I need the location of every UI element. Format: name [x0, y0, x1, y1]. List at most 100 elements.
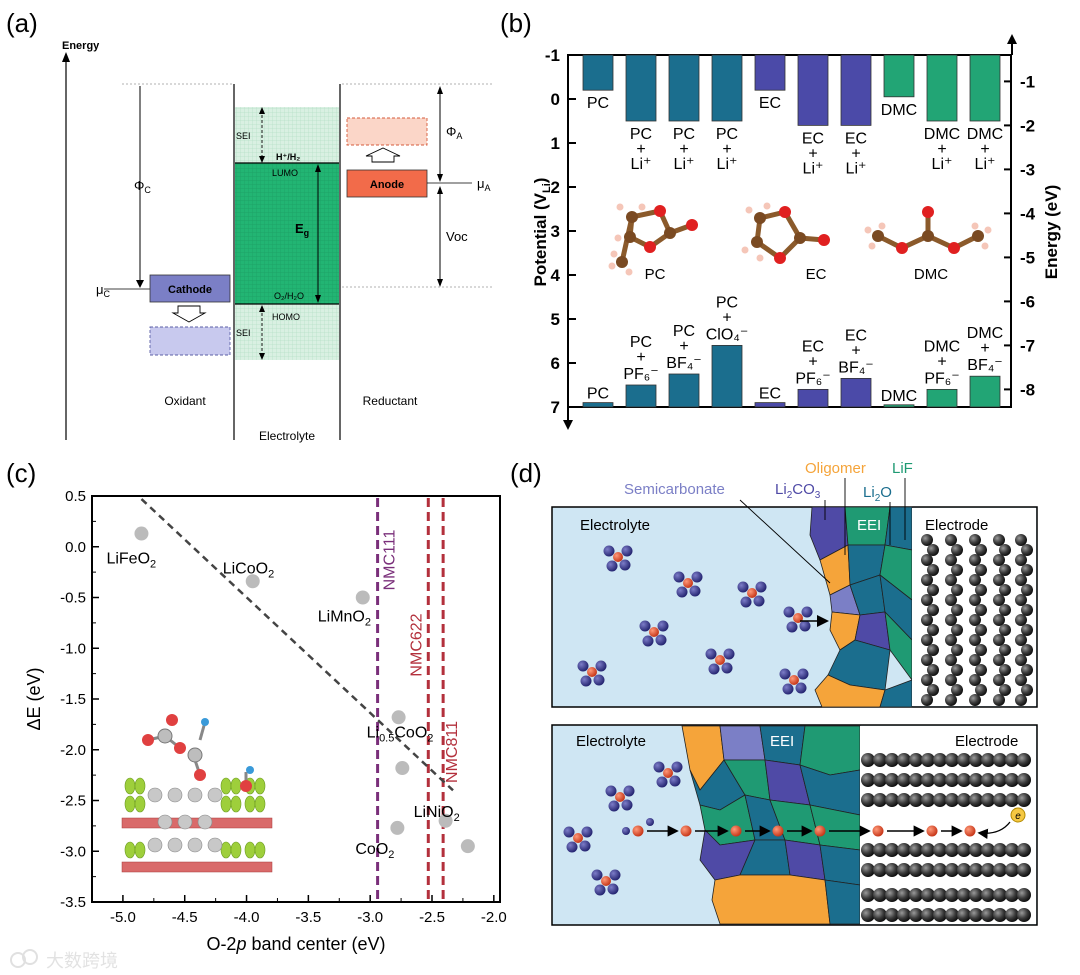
- bottom-bar-plus: +: [980, 340, 989, 357]
- top-bar-ion: Li⁺: [975, 156, 996, 173]
- c-x-tick-label: -4.5: [172, 909, 198, 926]
- eg-arrowhead-bottom: [315, 295, 321, 303]
- panel-d: (d) Electrolyte: [510, 458, 1038, 926]
- top-bar-plus: +: [808, 145, 817, 162]
- solvent-molecule: [801, 606, 813, 618]
- solvent-molecule: [621, 545, 633, 557]
- bottom-schematic: e Electrolyte EEI Electrode: [551, 724, 1038, 926]
- electrolyte-window: [235, 163, 339, 304]
- electrode-atom: [1015, 534, 1027, 546]
- electrode-atom: [933, 753, 947, 767]
- li-ion: [926, 825, 938, 837]
- top-bar-plus: +: [636, 141, 645, 158]
- electrode-atom: [909, 753, 923, 767]
- solvent-molecule: [642, 635, 654, 647]
- electrode-atom: [927, 664, 939, 676]
- eg-label: Eg: [295, 221, 309, 238]
- right-tick-label: -7: [1020, 336, 1035, 355]
- ec-molecule: [741, 202, 830, 264]
- right-tick-label: -6: [1020, 292, 1035, 311]
- electrode-atom: [1005, 793, 1019, 807]
- solvent-molecule: [579, 840, 591, 852]
- electrode-atom: [975, 684, 987, 696]
- cathode-box: [149, 274, 231, 303]
- electrode-atom: [897, 863, 911, 877]
- electrode-atom: [885, 753, 899, 767]
- bottom-bar-plus: +: [679, 338, 688, 355]
- h-h2-label: H⁺/H₂: [276, 152, 300, 162]
- c-y-tick-label: -2.0: [60, 742, 86, 759]
- solvent-molecule: [740, 596, 752, 608]
- solvent-molecule: [653, 761, 665, 773]
- electrode-atom: [885, 888, 899, 902]
- electrode-atom: [921, 534, 933, 546]
- electrode-atom: [933, 793, 947, 807]
- solvent-molecule: [607, 883, 619, 895]
- electrode-atom: [921, 614, 933, 626]
- scatter-point-label: LiNiO2: [414, 804, 460, 824]
- electrode-atom: [921, 554, 933, 566]
- electrode-atom: [933, 843, 947, 857]
- left-tick-label: 7: [551, 398, 560, 417]
- solvent-molecule: [691, 571, 703, 583]
- left-tick-label: 0: [551, 90, 560, 109]
- panel-c: (c): [6, 458, 507, 954]
- top-bar: [969, 54, 1001, 122]
- li-ion: [587, 667, 597, 677]
- bottom-bar: [754, 402, 786, 408]
- electrode-atom: [993, 773, 1007, 787]
- electrode-atom: [909, 908, 923, 922]
- top-bar: [797, 54, 829, 126]
- bottom-bar: [969, 375, 1001, 408]
- electrode-atom: [969, 793, 983, 807]
- sei-upper-arrowhead-bottom: [259, 156, 265, 163]
- electrode-atom: [945, 753, 959, 767]
- electrode-atom: [909, 843, 923, 857]
- solvent-molecule: [705, 648, 717, 660]
- bottom-bar-anion: PF₆⁻: [795, 370, 830, 387]
- electrode-atom: [969, 888, 983, 902]
- li-ion: [872, 825, 884, 837]
- electrode-atom: [921, 654, 933, 666]
- electrode-atom: [993, 863, 1007, 877]
- electrode-atom: [1017, 888, 1031, 902]
- top-bar-label: DMC: [881, 102, 917, 119]
- ec-molecule-label: EC: [806, 266, 827, 283]
- bottom-bar: [711, 344, 743, 408]
- electrode-atom: [945, 574, 957, 586]
- electrode-atom: [909, 773, 923, 787]
- bottom-bar-label: PC: [673, 323, 695, 340]
- bottom-bar: [883, 404, 915, 408]
- electrode-atom: [993, 908, 1007, 922]
- bottom-bar-plus: +: [636, 349, 645, 366]
- bottom-bar-label: EC: [802, 338, 824, 355]
- electrode-atom: [861, 773, 875, 787]
- solvent-molecule: [566, 841, 578, 853]
- c-y-tick-label: -2.5: [60, 793, 86, 810]
- sei-upper-label: SEI: [236, 131, 251, 141]
- electrode-atom: [861, 793, 875, 807]
- electrode-atom: [975, 624, 987, 636]
- solvent-molecule: [737, 581, 749, 593]
- li-ion: [789, 675, 799, 685]
- top-bar-label: DMC: [967, 126, 1003, 143]
- solvent-molecule: [621, 799, 633, 811]
- solvent-molecule: [676, 586, 688, 598]
- electrode-atom: [873, 753, 887, 767]
- bottom-bar: [625, 384, 657, 408]
- solvent-molecule: [608, 800, 620, 812]
- left-tick-label: 2: [551, 178, 560, 197]
- scatter-point: [245, 574, 260, 589]
- top-solvated-ions: [577, 545, 813, 695]
- panel-a-label: (a): [6, 8, 38, 38]
- li-ion: [683, 578, 693, 588]
- bottom-bar: [582, 402, 614, 408]
- li2co3-label: Li2CO3: [775, 481, 821, 501]
- lif-label: LiF: [892, 460, 913, 477]
- electrode-atom: [921, 574, 933, 586]
- electrode-atom: [1005, 773, 1019, 787]
- electrode-atom: [885, 908, 899, 922]
- electrode-atom: [957, 773, 971, 787]
- electrode-atom: [969, 594, 981, 606]
- li-ion: [573, 833, 583, 843]
